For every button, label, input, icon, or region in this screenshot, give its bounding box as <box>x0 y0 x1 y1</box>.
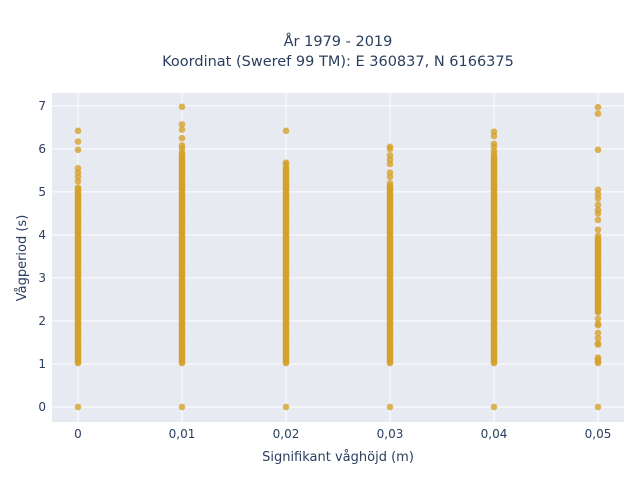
data-point <box>594 334 602 342</box>
data-point <box>282 127 290 135</box>
y-tick-label: 4 <box>38 228 46 242</box>
data-point <box>594 321 602 329</box>
y-tick-label: 5 <box>38 185 46 199</box>
data-point <box>74 138 82 145</box>
x-tick-label: 0,05 <box>585 427 612 441</box>
data-point <box>594 226 602 234</box>
tick-labels: 0 1 2 3 4 5 6 7 0 0,01 0,02 0,03 0,04 0,05 <box>38 99 611 441</box>
y-axis-title: Vågperiod (s) <box>15 215 30 302</box>
data-point <box>594 201 602 209</box>
plot-area <box>52 93 624 422</box>
data-point <box>178 150 186 158</box>
data-point <box>74 403 82 411</box>
data-point <box>490 403 498 411</box>
data-point <box>594 195 602 202</box>
data-point <box>74 146 82 154</box>
x-tick-label: 0,02 <box>273 427 300 441</box>
data-point <box>178 134 186 142</box>
y-tick-label: 7 <box>38 99 46 113</box>
y-tick-label: 2 <box>38 314 46 328</box>
data-points <box>74 103 602 411</box>
x-tick-label: 0,04 <box>481 427 508 441</box>
y-tick-label: 0 <box>38 400 46 414</box>
x-tick-label: 0 <box>74 427 82 441</box>
data-point <box>386 173 394 181</box>
data-point <box>386 160 394 168</box>
data-point <box>490 132 498 140</box>
data-point <box>282 403 290 411</box>
chart-title-line-2: Koordinat (Sweref 99 TM): E 360837, N 61… <box>162 54 514 70</box>
data-point <box>594 359 602 367</box>
data-point <box>594 403 602 411</box>
x-axis-title: Signifikant våghöjd (m) <box>262 450 414 465</box>
data-point <box>386 145 394 153</box>
data-point <box>594 232 602 240</box>
data-point <box>74 127 82 135</box>
data-point <box>490 149 498 157</box>
y-tick-label: 6 <box>38 142 46 156</box>
data-point <box>594 210 602 217</box>
data-point <box>74 184 82 191</box>
data-point <box>594 341 602 348</box>
data-point <box>386 403 394 411</box>
data-point <box>178 403 186 411</box>
data-point <box>594 216 602 224</box>
data-point <box>178 121 186 128</box>
data-point <box>74 177 82 185</box>
data-point <box>386 180 394 187</box>
x-tick-label: 0,01 <box>169 427 196 441</box>
y-tick-label: 1 <box>38 357 46 371</box>
data-point <box>178 103 186 111</box>
data-point <box>594 329 602 337</box>
data-point <box>178 126 186 133</box>
data-point <box>282 163 290 171</box>
y-tick-label: 3 <box>38 271 46 285</box>
data-point <box>594 103 602 111</box>
data-point <box>594 315 602 323</box>
x-tick-label: 0,03 <box>377 427 404 441</box>
data-point <box>594 146 602 154</box>
chart-title-line-1: År 1979 - 2019 <box>284 33 393 50</box>
data-point <box>594 110 602 117</box>
